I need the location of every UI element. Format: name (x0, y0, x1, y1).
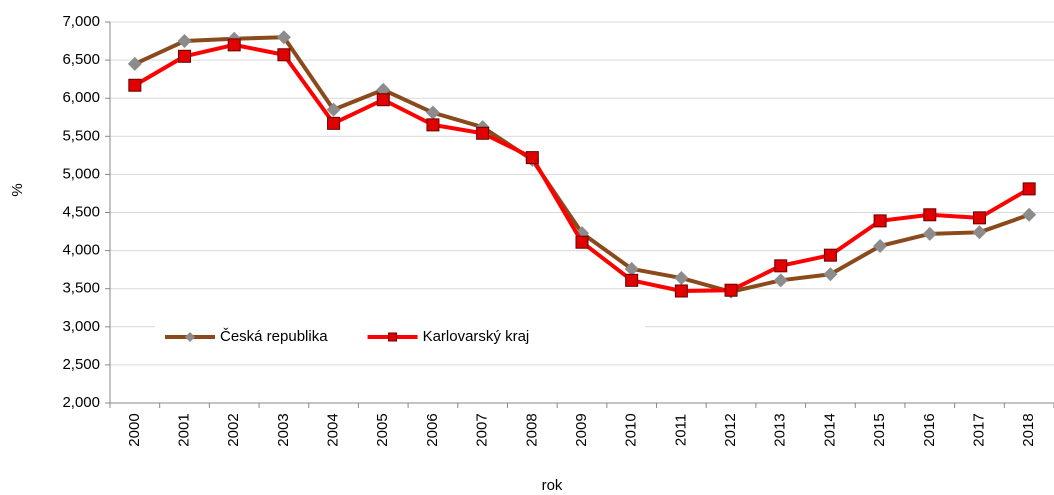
x-tick-label: 2010 (623, 413, 640, 446)
marker (774, 259, 788, 273)
marker (426, 118, 440, 132)
x-tick-label: 2003 (275, 413, 292, 446)
y-tick-label: 4,500 (62, 203, 100, 220)
marker (227, 38, 241, 52)
marker (376, 93, 390, 107)
x-tick-label: 2006 (424, 413, 441, 446)
x-tick-label: 2015 (871, 413, 888, 446)
x-tick-label: 2012 (722, 413, 739, 446)
marker (425, 105, 440, 120)
y-axis-label: % (9, 183, 26, 196)
marker (823, 267, 838, 282)
marker (128, 78, 142, 92)
x-tick-label: 2013 (772, 413, 789, 446)
marker (873, 214, 887, 228)
y-tick-label: 5,500 (62, 127, 100, 144)
legend-label: Karlovarský kraj (423, 328, 530, 345)
x-tick-label: 2005 (374, 413, 391, 446)
series-line (134, 35, 1030, 294)
marker (178, 49, 192, 63)
marker (923, 208, 937, 222)
marker (177, 34, 192, 49)
y-tick-label: 2,500 (62, 356, 100, 373)
x-tick-label: 2018 (1020, 413, 1037, 446)
marker (625, 273, 639, 287)
marker (327, 116, 341, 130)
legend: Česká republika Karlovarský kraj (155, 318, 645, 356)
x-tick-label: 2000 (126, 413, 143, 446)
x-tick-label: 2004 (325, 413, 342, 446)
marker (185, 332, 195, 342)
x-tick-label: 2014 (821, 413, 838, 446)
legend-label: Česká republika (220, 328, 328, 345)
y-tick-label: 2,000 (62, 394, 100, 411)
x-tick-label: 2001 (175, 413, 192, 446)
y-tick-label: 5,000 (62, 165, 100, 182)
y-tick-label: 6,500 (62, 51, 100, 68)
marker (823, 248, 837, 262)
marker (525, 151, 539, 165)
marker (1022, 182, 1036, 196)
marker (873, 239, 888, 254)
marker (476, 126, 490, 140)
marker (674, 284, 688, 298)
x-tick-label: 2008 (523, 413, 540, 446)
marker (326, 102, 341, 117)
x-axis-label: rok (542, 477, 563, 494)
marker (624, 261, 639, 276)
y-tick-label: 4,000 (62, 242, 100, 259)
marker (972, 211, 986, 225)
marker (972, 225, 987, 240)
marker (277, 48, 291, 62)
x-tick-label: 2017 (970, 413, 987, 446)
marker (1022, 207, 1037, 222)
x-tick-label: 2009 (573, 413, 590, 446)
x-tick-label: 2016 (921, 413, 938, 446)
y-tick-label: 3,500 (62, 280, 100, 297)
y-tick-label: 6,000 (62, 89, 100, 106)
y-tick-label: 7,000 (62, 13, 100, 30)
marker (575, 235, 589, 249)
x-tick-label: 2002 (225, 413, 242, 446)
marker (388, 332, 398, 342)
marker (922, 226, 937, 241)
marker (724, 283, 738, 297)
x-tick-label: 2007 (474, 413, 491, 446)
marker (276, 30, 291, 45)
marker (127, 56, 142, 71)
y-tick-label: 3,000 (62, 318, 100, 335)
series-line (133, 42, 1031, 293)
marker (773, 273, 788, 288)
x-tick-label: 2011 (672, 414, 689, 446)
marker (674, 271, 689, 286)
